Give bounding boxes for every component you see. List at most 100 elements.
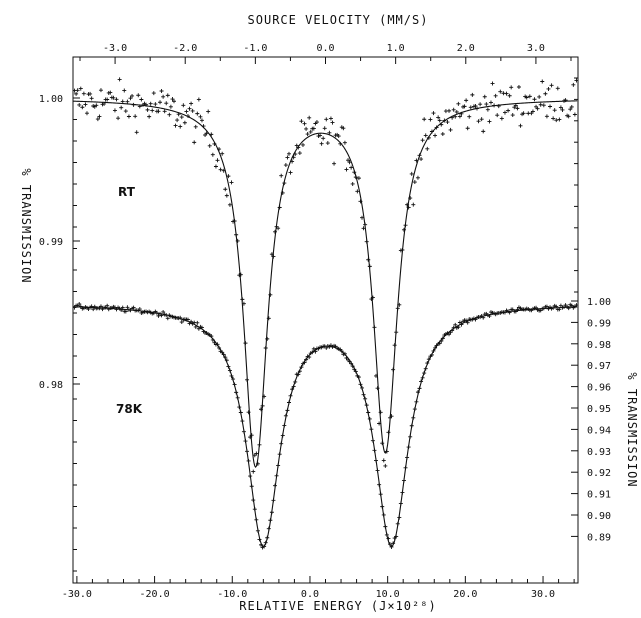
series-label-78k: 78K bbox=[116, 402, 143, 416]
data-point bbox=[223, 355, 228, 360]
data-point bbox=[408, 196, 413, 201]
data-point bbox=[572, 112, 577, 117]
data-point bbox=[268, 292, 273, 297]
data-point bbox=[569, 104, 574, 109]
data-point bbox=[425, 146, 430, 151]
data-point bbox=[370, 295, 375, 300]
data-point bbox=[187, 106, 192, 111]
data-point bbox=[207, 143, 212, 148]
data-point bbox=[283, 163, 288, 168]
data-point bbox=[554, 304, 559, 309]
right-tick-label: 1.00 bbox=[587, 297, 611, 308]
data-point bbox=[551, 116, 556, 121]
data-point bbox=[189, 101, 194, 106]
data-point bbox=[495, 113, 500, 118]
data-point bbox=[389, 544, 394, 549]
data-point bbox=[260, 403, 265, 408]
data-point bbox=[515, 106, 520, 111]
right-tick-label: 0.90 bbox=[587, 511, 611, 522]
data-point bbox=[229, 373, 234, 378]
data-point bbox=[273, 229, 277, 234]
data-point bbox=[117, 77, 122, 82]
data-point bbox=[227, 368, 232, 373]
data-point bbox=[296, 145, 301, 150]
data-point bbox=[473, 103, 478, 108]
data-point bbox=[243, 439, 248, 444]
data-point bbox=[185, 114, 190, 119]
data-point bbox=[116, 116, 121, 121]
data-point bbox=[232, 218, 237, 223]
data-point bbox=[235, 395, 240, 400]
data-point bbox=[330, 120, 335, 125]
data-point bbox=[467, 114, 472, 119]
data-point bbox=[271, 498, 276, 503]
data-point bbox=[403, 465, 408, 470]
data-point bbox=[133, 114, 138, 119]
data-point bbox=[227, 202, 232, 207]
data-point bbox=[175, 118, 180, 123]
data-point bbox=[487, 119, 492, 124]
data-point bbox=[426, 357, 431, 362]
data-point bbox=[283, 413, 288, 418]
data-point bbox=[490, 81, 495, 86]
data-point bbox=[448, 127, 453, 132]
data-point bbox=[554, 118, 559, 123]
data-point bbox=[234, 232, 239, 237]
data-point bbox=[397, 515, 402, 520]
data-point bbox=[339, 349, 344, 354]
left-axis-title: % TRANSMISSION bbox=[19, 168, 33, 283]
data-point bbox=[417, 386, 422, 391]
right-tick-label: 0.95 bbox=[587, 404, 611, 415]
data-point bbox=[302, 360, 307, 365]
data-point bbox=[375, 386, 380, 391]
data-point bbox=[120, 305, 125, 310]
data-point bbox=[383, 463, 388, 468]
data-point bbox=[279, 173, 284, 178]
data-point bbox=[361, 392, 366, 397]
right-tick-label: 0.92 bbox=[587, 468, 611, 479]
data-point bbox=[574, 303, 579, 308]
data-point bbox=[199, 325, 204, 330]
data-point bbox=[546, 86, 551, 91]
data-point bbox=[450, 328, 455, 333]
data-point bbox=[215, 158, 220, 163]
data-point bbox=[249, 433, 254, 438]
right-axis-ticks: 1.00 0.99 0.98 0.97 0.96 0.95 0.94 0.93 0.92 0.91… bbox=[571, 77, 611, 543]
data-point bbox=[445, 120, 450, 125]
right-tick-label: 0.94 bbox=[587, 425, 611, 436]
data-point bbox=[299, 119, 304, 124]
data-point bbox=[95, 117, 100, 122]
data-point bbox=[131, 102, 136, 107]
data-point bbox=[422, 371, 427, 376]
data-point bbox=[226, 174, 231, 179]
data-point bbox=[378, 492, 383, 497]
data-point bbox=[190, 108, 195, 113]
data-point bbox=[263, 540, 268, 545]
data-point bbox=[97, 114, 102, 119]
data-point bbox=[544, 304, 549, 309]
data-point bbox=[355, 189, 360, 194]
data-point bbox=[279, 441, 284, 446]
bottom-axis-ticks: -30.0 -20.0 -10.0 0.0 10.0 20.0 30.0 bbox=[62, 576, 575, 600]
data-point bbox=[266, 316, 271, 321]
data-point bbox=[509, 85, 514, 90]
data-point bbox=[465, 320, 470, 325]
data-point bbox=[251, 498, 256, 503]
top-tick-label: 3.0 bbox=[527, 43, 545, 54]
data-point bbox=[367, 416, 372, 421]
data-point bbox=[347, 359, 352, 364]
data-point bbox=[75, 88, 80, 93]
right-tick-label: 0.96 bbox=[587, 383, 611, 394]
data-point bbox=[81, 91, 86, 96]
data-point bbox=[262, 394, 267, 399]
data-point bbox=[377, 482, 382, 487]
data-point bbox=[527, 94, 532, 99]
data-point bbox=[459, 111, 464, 116]
data-point bbox=[128, 96, 133, 101]
data-point bbox=[569, 303, 574, 308]
data-point bbox=[201, 124, 206, 129]
data-point bbox=[105, 303, 110, 308]
data-point bbox=[220, 350, 225, 355]
data-point bbox=[481, 315, 486, 320]
data-point bbox=[349, 361, 354, 366]
